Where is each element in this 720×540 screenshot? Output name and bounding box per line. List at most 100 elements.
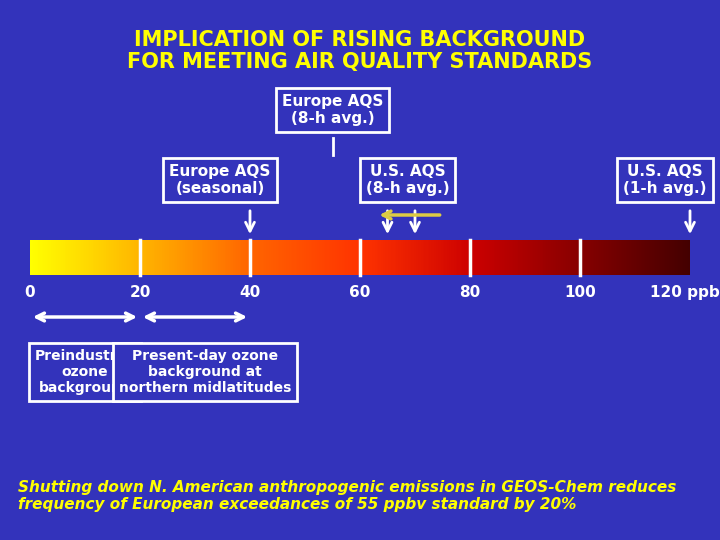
Bar bbox=[642, 240, 644, 275]
Bar bbox=[32, 240, 34, 275]
Bar bbox=[99, 240, 102, 275]
Bar bbox=[613, 240, 615, 275]
Bar bbox=[236, 240, 238, 275]
Bar bbox=[449, 240, 451, 275]
Bar bbox=[599, 240, 601, 275]
Bar bbox=[433, 240, 435, 275]
Bar bbox=[124, 240, 126, 275]
Bar bbox=[616, 240, 618, 275]
Bar bbox=[218, 240, 220, 275]
Bar bbox=[45, 240, 47, 275]
Bar bbox=[343, 240, 346, 275]
Bar bbox=[78, 240, 80, 275]
Bar bbox=[659, 240, 661, 275]
Bar bbox=[428, 240, 430, 275]
Bar bbox=[416, 240, 418, 275]
Bar bbox=[667, 240, 669, 275]
Bar bbox=[230, 240, 232, 275]
Bar bbox=[175, 240, 177, 275]
Bar bbox=[336, 240, 338, 275]
Bar bbox=[198, 240, 200, 275]
Bar bbox=[104, 240, 107, 275]
Bar bbox=[40, 240, 42, 275]
Bar bbox=[84, 240, 86, 275]
Bar bbox=[330, 240, 333, 275]
Bar bbox=[342, 240, 344, 275]
Bar bbox=[319, 240, 321, 275]
Bar bbox=[145, 240, 148, 275]
Bar bbox=[652, 240, 654, 275]
Bar bbox=[593, 240, 595, 275]
Bar bbox=[382, 240, 384, 275]
Bar bbox=[256, 240, 258, 275]
Bar bbox=[639, 240, 641, 275]
Bar bbox=[205, 240, 207, 275]
Bar bbox=[631, 240, 633, 275]
Bar bbox=[266, 240, 268, 275]
Bar bbox=[585, 240, 587, 275]
Bar bbox=[61, 240, 63, 275]
Bar bbox=[258, 240, 260, 275]
Bar bbox=[89, 240, 91, 275]
Bar bbox=[129, 240, 131, 275]
Bar bbox=[603, 240, 605, 275]
Bar bbox=[302, 240, 305, 275]
Bar bbox=[570, 240, 572, 275]
Bar bbox=[292, 240, 294, 275]
Bar bbox=[347, 240, 349, 275]
Bar bbox=[142, 240, 144, 275]
Bar bbox=[424, 240, 426, 275]
Bar bbox=[207, 240, 209, 275]
Bar bbox=[220, 240, 222, 275]
Bar bbox=[170, 240, 172, 275]
Bar bbox=[130, 240, 132, 275]
Bar bbox=[296, 240, 298, 275]
Bar bbox=[619, 240, 621, 275]
Text: 60: 60 bbox=[349, 285, 371, 300]
Bar bbox=[139, 240, 141, 275]
Bar bbox=[50, 240, 52, 275]
Bar bbox=[485, 240, 487, 275]
Bar bbox=[79, 240, 81, 275]
Bar bbox=[457, 240, 459, 275]
Bar bbox=[582, 240, 585, 275]
Bar bbox=[559, 240, 562, 275]
Bar bbox=[215, 240, 217, 275]
Bar bbox=[366, 240, 369, 275]
Bar bbox=[317, 240, 319, 275]
Bar bbox=[401, 240, 403, 275]
Bar bbox=[337, 240, 339, 275]
Bar bbox=[225, 240, 227, 275]
Bar bbox=[294, 240, 296, 275]
Bar bbox=[446, 240, 448, 275]
Bar bbox=[203, 240, 205, 275]
Bar bbox=[47, 240, 49, 275]
Bar bbox=[98, 240, 100, 275]
Bar bbox=[254, 240, 256, 275]
Bar bbox=[312, 240, 315, 275]
Text: Present-day ozone
background at
northern midlatitudes: Present-day ozone background at northern… bbox=[119, 349, 291, 395]
Bar bbox=[134, 240, 136, 275]
Bar bbox=[466, 240, 468, 275]
Bar bbox=[149, 240, 151, 275]
Bar bbox=[42, 240, 44, 275]
Bar bbox=[86, 240, 89, 275]
Bar bbox=[539, 240, 540, 275]
Bar bbox=[421, 240, 423, 275]
Bar bbox=[480, 240, 482, 275]
Bar bbox=[380, 240, 382, 275]
Bar bbox=[328, 240, 330, 275]
Bar bbox=[536, 240, 539, 275]
Bar bbox=[273, 240, 275, 275]
Bar bbox=[158, 240, 161, 275]
Bar bbox=[614, 240, 616, 275]
Bar bbox=[629, 240, 631, 275]
Bar bbox=[678, 240, 680, 275]
Bar bbox=[48, 240, 50, 275]
Bar bbox=[688, 240, 690, 275]
Bar bbox=[174, 240, 176, 275]
Bar bbox=[233, 240, 235, 275]
Bar bbox=[594, 240, 596, 275]
Bar bbox=[291, 240, 293, 275]
Bar bbox=[109, 240, 112, 275]
